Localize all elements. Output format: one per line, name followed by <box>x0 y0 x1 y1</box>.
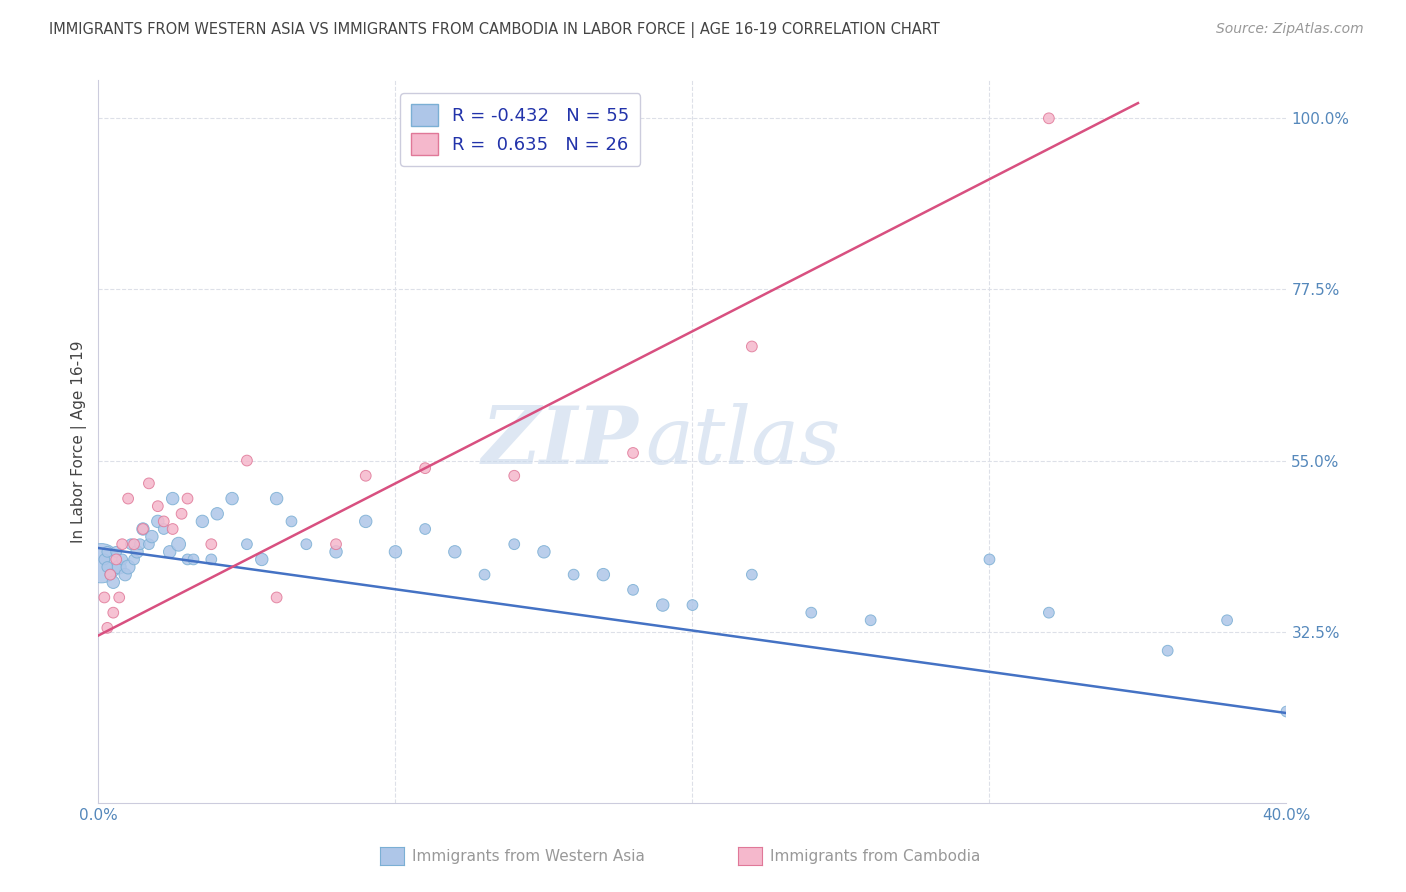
Text: Immigrants from Western Asia: Immigrants from Western Asia <box>412 849 645 863</box>
Point <box>103 575 125 590</box>
Point <box>1038 112 1060 126</box>
Point <box>200 537 222 551</box>
Point <box>167 537 190 551</box>
Text: Source: ZipAtlas.com: Source: ZipAtlas.com <box>1216 22 1364 37</box>
Point <box>741 567 763 582</box>
Text: atlas: atlas <box>645 403 841 480</box>
Point <box>176 552 198 566</box>
Point <box>651 598 673 612</box>
Point <box>384 545 406 559</box>
Point <box>141 530 163 544</box>
Point <box>1038 606 1060 620</box>
Point <box>859 613 882 627</box>
Point <box>266 591 288 605</box>
Point <box>103 606 125 620</box>
Point <box>1216 613 1239 627</box>
Point <box>266 491 288 506</box>
Point <box>162 491 184 506</box>
Point <box>90 556 112 570</box>
Point <box>152 515 174 529</box>
Point <box>117 491 139 506</box>
Point <box>354 468 377 483</box>
Point <box>117 560 139 574</box>
Point <box>93 591 115 605</box>
Point <box>146 515 169 529</box>
Point <box>138 537 160 551</box>
Point <box>120 537 142 551</box>
Point <box>183 552 205 566</box>
Text: Immigrants from Cambodia: Immigrants from Cambodia <box>770 849 981 863</box>
Point <box>280 515 302 529</box>
Point <box>191 515 214 529</box>
Point <box>162 522 184 536</box>
Point <box>250 552 273 566</box>
Point <box>236 453 259 467</box>
Point <box>122 552 145 566</box>
Text: IMMIGRANTS FROM WESTERN ASIA VS IMMIGRANTS FROM CAMBODIA IN LABOR FORCE | AGE 16: IMMIGRANTS FROM WESTERN ASIA VS IMMIGRAN… <box>49 22 941 38</box>
Point <box>681 598 703 612</box>
Point <box>503 468 526 483</box>
Point <box>592 567 614 582</box>
Point <box>111 537 134 551</box>
Point <box>621 446 644 460</box>
Point <box>159 545 181 559</box>
Point <box>111 552 134 566</box>
Point <box>114 567 136 582</box>
Point <box>621 582 644 597</box>
Point <box>443 545 465 559</box>
Point <box>138 476 160 491</box>
Point <box>503 537 526 551</box>
Point <box>146 499 169 513</box>
Point <box>98 567 121 582</box>
Point <box>98 567 121 582</box>
Point <box>152 522 174 536</box>
Point <box>474 567 496 582</box>
Point <box>122 537 145 551</box>
Point <box>741 339 763 353</box>
Point <box>562 567 585 582</box>
Point <box>1156 643 1178 657</box>
Point <box>105 545 128 559</box>
Point <box>354 515 377 529</box>
Point <box>413 522 436 536</box>
Point <box>176 491 198 506</box>
Point <box>96 545 118 559</box>
Point <box>132 522 155 536</box>
Point <box>129 537 152 551</box>
Point <box>108 591 131 605</box>
Point <box>533 545 555 559</box>
Point <box>105 552 128 566</box>
Point <box>108 560 131 574</box>
Point <box>96 560 118 574</box>
Point <box>979 552 1001 566</box>
Point <box>295 537 318 551</box>
Point <box>221 491 243 506</box>
Y-axis label: In Labor Force | Age 16-19: In Labor Force | Age 16-19 <box>72 340 87 543</box>
Point <box>93 552 115 566</box>
Point <box>325 537 347 551</box>
Point <box>800 606 823 620</box>
Point <box>125 545 148 559</box>
Point <box>170 507 193 521</box>
Legend: R = -0.432   N = 55, R =  0.635   N = 26: R = -0.432 N = 55, R = 0.635 N = 26 <box>399 93 640 166</box>
Point <box>1275 705 1298 719</box>
Point <box>96 621 118 635</box>
Point <box>132 522 155 536</box>
Text: ZIP: ZIP <box>482 403 638 480</box>
Point <box>413 461 436 475</box>
Point <box>200 552 222 566</box>
Point <box>205 507 228 521</box>
Point <box>236 537 259 551</box>
Point <box>325 545 347 559</box>
